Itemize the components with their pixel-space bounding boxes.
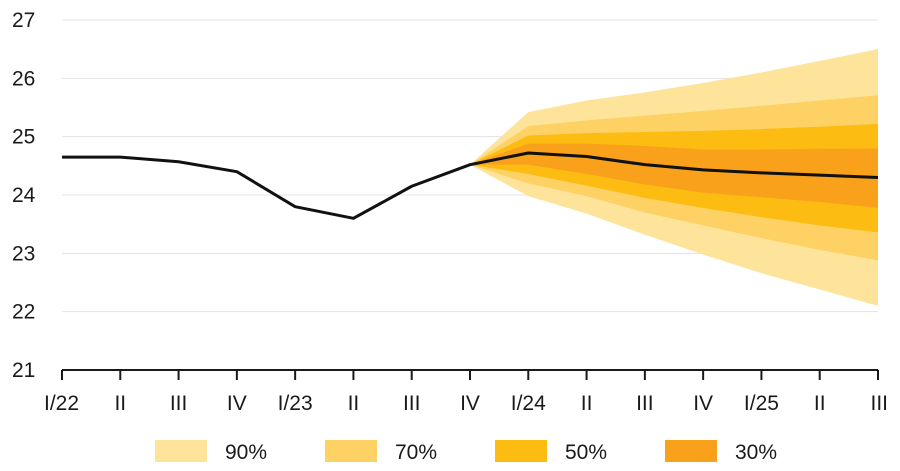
legend-swatch bbox=[155, 440, 207, 462]
x-tick-label: I/24 bbox=[511, 392, 546, 415]
x-tick-label: III bbox=[636, 392, 654, 415]
x-tick-label: II bbox=[348, 392, 360, 415]
y-tick-labels: 21 22 23 24 25 26 27 bbox=[12, 9, 36, 382]
x-tick-label: IV bbox=[693, 392, 713, 415]
legend: 90% 70% 50% 30% bbox=[155, 440, 777, 464]
x-tick-label: I/23 bbox=[278, 392, 313, 415]
x-tick-label: I/25 bbox=[744, 392, 779, 415]
x-tick-label: I/22 bbox=[44, 392, 79, 415]
fan-bands bbox=[470, 49, 878, 306]
y-tick-label: 21 bbox=[12, 359, 35, 382]
y-tick-label: 27 bbox=[12, 9, 35, 32]
x-tick-label: II bbox=[581, 392, 593, 415]
central-forecast-line bbox=[62, 151, 879, 220]
legend-label: 30% bbox=[735, 441, 777, 464]
legend-label: 70% bbox=[395, 441, 437, 464]
legend-swatch bbox=[325, 440, 377, 462]
legend-label: 90% bbox=[225, 441, 267, 464]
fan-band-30pct bbox=[470, 143, 878, 208]
x-tick-label: III bbox=[870, 392, 888, 415]
legend-swatch bbox=[495, 440, 547, 462]
grid-lines bbox=[62, 19, 878, 313]
y-tick-label: 24 bbox=[12, 184, 36, 207]
legend-swatch bbox=[665, 440, 717, 462]
legend-label: 50% bbox=[565, 441, 607, 464]
central-line-path bbox=[62, 151, 879, 220]
x-tick-label: II bbox=[814, 392, 826, 415]
y-tick-label: 22 bbox=[12, 301, 35, 324]
y-tick-label: 23 bbox=[12, 242, 35, 265]
x-tick-label: IV bbox=[227, 392, 247, 415]
x-tick-label: III bbox=[170, 392, 188, 415]
x-tick-label: III bbox=[403, 392, 421, 415]
y-tick-label: 26 bbox=[12, 67, 35, 90]
x-tick-label: II bbox=[114, 392, 126, 415]
y-tick-label: 25 bbox=[12, 126, 35, 149]
x-axis bbox=[61, 369, 879, 380]
x-tick-label: IV bbox=[460, 392, 480, 415]
x-tick-labels: I/22 II III IV I/23 II III IV I/24 II III IV I/25 II I… bbox=[44, 392, 888, 415]
